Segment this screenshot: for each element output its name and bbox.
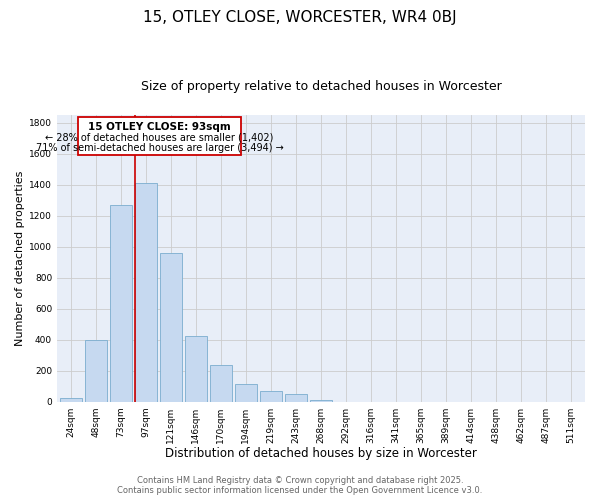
Bar: [160, 253, 182, 402]
Bar: [209, 365, 232, 402]
X-axis label: Distribution of detached houses by size in Worcester: Distribution of detached houses by size …: [165, 447, 477, 460]
Text: 71% of semi-detached houses are larger (3,494) →: 71% of semi-detached houses are larger (…: [36, 143, 283, 153]
Bar: [59, 398, 82, 402]
Bar: [185, 336, 207, 402]
Bar: [310, 400, 332, 402]
Y-axis label: Number of detached properties: Number of detached properties: [15, 170, 25, 346]
Bar: [260, 391, 282, 402]
Text: 15 OTLEY CLOSE: 93sqm: 15 OTLEY CLOSE: 93sqm: [88, 122, 231, 132]
Text: ← 28% of detached houses are smaller (1,402): ← 28% of detached houses are smaller (1,…: [46, 133, 274, 143]
Bar: [285, 394, 307, 402]
Text: Contains HM Land Registry data © Crown copyright and database right 2025.
Contai: Contains HM Land Registry data © Crown c…: [118, 476, 482, 495]
Bar: [110, 205, 132, 402]
Bar: [235, 384, 257, 402]
FancyBboxPatch shape: [78, 116, 241, 156]
Text: 15, OTLEY CLOSE, WORCESTER, WR4 0BJ: 15, OTLEY CLOSE, WORCESTER, WR4 0BJ: [143, 10, 457, 25]
Bar: [85, 340, 107, 402]
Title: Size of property relative to detached houses in Worcester: Size of property relative to detached ho…: [140, 80, 502, 93]
Bar: [134, 183, 157, 402]
